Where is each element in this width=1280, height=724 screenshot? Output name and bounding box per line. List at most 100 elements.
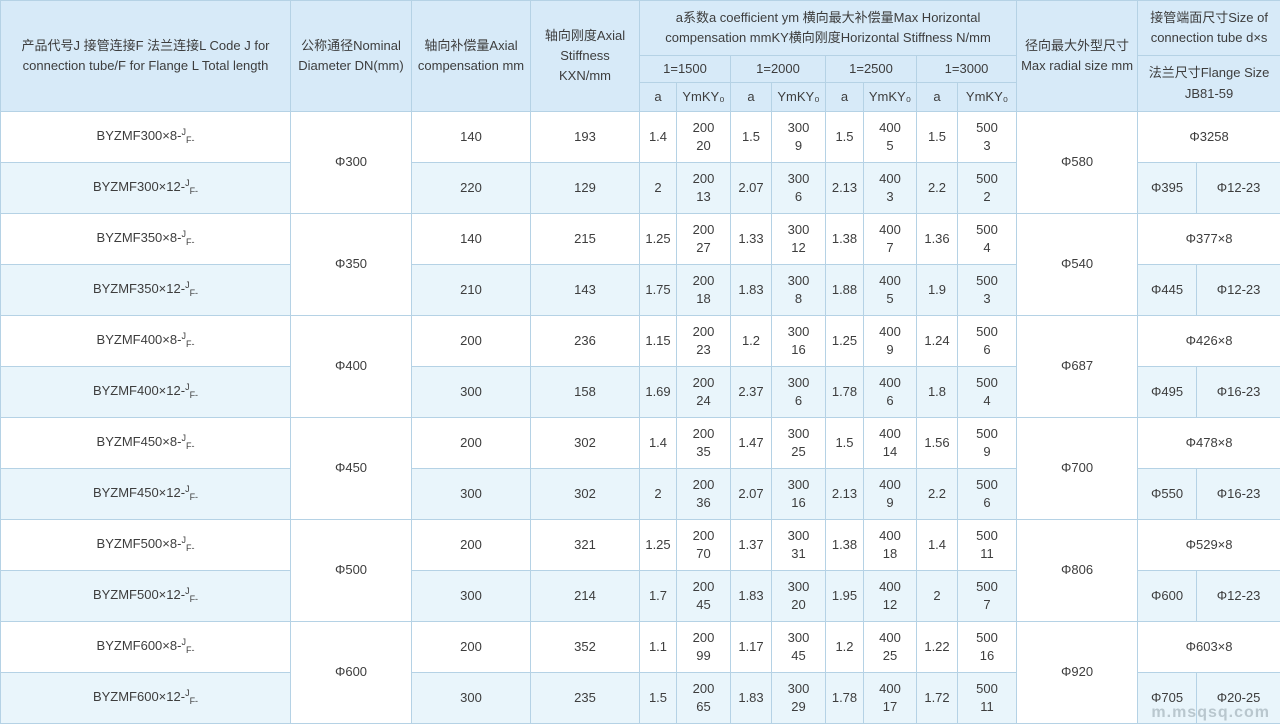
a-2500-cell: 2.13	[825, 162, 864, 214]
product-code-cell: BYZMF600×8-JF-	[0, 621, 291, 673]
table-row: BYZMF400×12-JF- 300 158 1.69 200 24 2.37…	[0, 366, 1280, 418]
header-span-2000: 1=2000	[730, 55, 826, 83]
ym-2000-cell: 300 20	[771, 570, 826, 622]
ym-2500-cell: 400 5	[863, 264, 917, 316]
a-2000-cell: 2.07	[730, 468, 772, 520]
nominal-diameter-cell: Φ400	[290, 315, 412, 418]
header-span-1500: 1=1500	[639, 55, 731, 83]
axial-stiffness-cell: 302	[530, 468, 640, 520]
ym-1500-cell: 200 99	[676, 621, 731, 673]
flange-bolt-cell: Φ12-23	[1196, 570, 1280, 622]
axial-stiffness-cell: 236	[530, 315, 640, 367]
ym-1500-cell: 200 36	[676, 468, 731, 520]
a-2500-cell: 1.78	[825, 366, 864, 418]
product-code-subscript: F-	[185, 441, 195, 452]
flange-diameter-cell: Φ550	[1137, 468, 1198, 520]
flange-diameter-cell: Φ495	[1137, 366, 1198, 418]
product-code-subscript: F-	[189, 594, 199, 605]
nominal-diameter-cell: Φ450	[290, 417, 412, 520]
a-2500-cell: 1.95	[825, 570, 864, 622]
a-3000-cell: 1.56	[916, 417, 958, 469]
axial-stiffness-cell: 214	[530, 570, 640, 622]
a-1500-cell: 2	[639, 468, 677, 520]
product-code-cell: BYZMF450×12-JF-	[0, 468, 291, 520]
product-code-subscript: F-	[185, 135, 195, 146]
tube-size-cell: Φ603×8	[1137, 621, 1280, 673]
product-code-superscript: J	[185, 382, 190, 393]
header-connection-tube-size: 接管端面尺寸Size of connection tube d×s	[1137, 0, 1280, 56]
ym-2500-cell: 400 5	[863, 111, 917, 163]
product-code-superscript: J	[185, 280, 190, 291]
product-code-superscript: J	[181, 637, 186, 648]
table-row: BYZMF600×12-JF- 300 235 1.5 200 65 1.83 …	[0, 672, 1280, 724]
table-row: BYZMF350×12-JF- 210 143 1.75 200 18 1.83…	[0, 264, 1280, 316]
table-row: BYZMF350×8-JF- Φ350 140 215 1.25 200 27 …	[0, 213, 1280, 316]
ym-3000-cell: 500 3	[956, 264, 1018, 316]
axial-stiffness-cell: 215	[530, 213, 640, 265]
nominal-diameter-cell: Φ500	[290, 519, 412, 622]
a-1500-cell: 1.25	[639, 213, 677, 265]
header-axial-compensation: 轴向补偿量Axial compensation mm	[411, 0, 531, 112]
a-2000-cell: 1.83	[730, 672, 772, 724]
a-2000-cell: 1.83	[730, 570, 772, 622]
axial-stiffness-cell: 352	[530, 621, 640, 673]
ym-2000-cell: 300 16	[771, 468, 826, 520]
a-1500-cell: 1.15	[639, 315, 677, 367]
table-row: BYZMF500×12-JF- 300 214 1.7 200 45 1.83 …	[0, 570, 1280, 622]
ym-1500-cell: 200 35	[676, 417, 731, 469]
a-2000-cell: 1.5	[730, 111, 772, 163]
axial-compensation-cell: 140	[411, 213, 531, 265]
a-2500-cell: 1.5	[825, 417, 864, 469]
ym-1500-cell: 200 45	[676, 570, 731, 622]
a-1500-cell: 1.4	[639, 111, 677, 163]
product-code-superscript: J	[181, 433, 186, 444]
max-radial-size-cell: Φ700	[1016, 417, 1139, 520]
table-row: BYZMF450×8-JF- Φ450 200 302 1.4 200 35 1…	[0, 417, 1280, 520]
flange-bolt-cell: Φ16-23	[1196, 366, 1280, 418]
product-code-cell: BYZMF500×8-JF-	[0, 519, 291, 571]
product-code-superscript: J	[181, 535, 186, 546]
ym-3000-cell: 500 6	[956, 468, 1018, 520]
table-row: BYZMF450×12-JF- 300 302 2 200 36 2.07 30…	[0, 468, 1280, 520]
ym-1500-cell: 200 70	[676, 519, 731, 571]
ym-1500-cell: 200 23	[676, 315, 731, 367]
ym-2000-cell: 300 25	[771, 417, 826, 469]
ym-2500-cell: 400 18	[863, 519, 917, 571]
max-radial-size-cell: Φ540	[1016, 213, 1139, 316]
axial-stiffness-cell: 302	[530, 417, 640, 469]
product-code-cell: BYZMF400×12-JF-	[0, 366, 291, 418]
table-row: BYZMF500×8-JF- Φ500 200 321 1.25 200 70 …	[0, 519, 1280, 622]
ym-3000-cell: 500 9	[956, 417, 1018, 469]
header-span-3000: 1=3000	[915, 55, 1018, 83]
product-code-subscript: F-	[185, 543, 195, 554]
ym-2500-cell: 400 17	[863, 672, 917, 724]
ym-3000-cell: 500 6	[956, 315, 1018, 367]
ym-3000-cell: 500 4	[956, 366, 1018, 418]
header-nominal-diameter: 公称通径Nominal Diameter DN(mm)	[290, 0, 412, 112]
product-code-base: BYZMF300×8-	[96, 128, 182, 144]
axial-compensation-cell: 140	[411, 111, 531, 163]
max-radial-size-cell: Φ920	[1016, 621, 1139, 724]
ym-2500-cell: 400 25	[863, 621, 917, 673]
tube-size-cell: Φ478×8	[1137, 417, 1280, 469]
header-ym-3: YmKY₀	[863, 82, 917, 112]
product-code-subscript: F-	[189, 186, 199, 197]
header-a-1: a	[639, 82, 677, 112]
ym-2500-cell: 400 12	[863, 570, 917, 622]
ym-2500-cell: 400 14	[863, 417, 917, 469]
axial-stiffness-cell: 235	[530, 672, 640, 724]
product-code-cell: BYZMF300×12-JF-	[0, 162, 291, 214]
ym-2500-cell: 400 6	[863, 366, 917, 418]
a-2500-cell: 2.13	[825, 468, 864, 520]
a-3000-cell: 1.72	[916, 672, 958, 724]
a-1500-cell: 2	[639, 162, 677, 214]
nominal-diameter-cell: Φ350	[290, 213, 412, 316]
max-radial-size-cell: Φ580	[1016, 111, 1139, 214]
product-code-cell: BYZMF600×12-JF-	[0, 672, 291, 724]
tube-size-cell: Φ426×8	[1137, 315, 1280, 367]
a-3000-cell: 1.9	[916, 264, 958, 316]
ym-3000-cell: 500 4	[956, 213, 1018, 265]
ym-2000-cell: 300 8	[771, 264, 826, 316]
